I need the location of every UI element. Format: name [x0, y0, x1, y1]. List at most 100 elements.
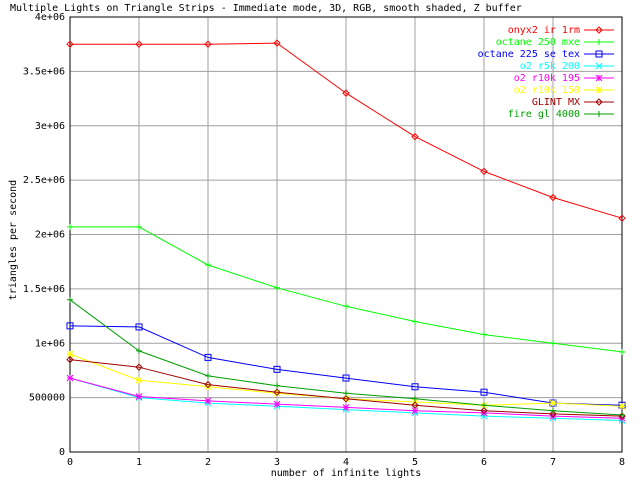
data-point: [343, 303, 349, 310]
data-point: [411, 132, 419, 141]
data-point: [342, 404, 350, 411]
data-point: [135, 376, 143, 384]
series: [66, 39, 626, 424]
plot-frame: [69, 16, 623, 453]
legend-label: octane 225 se tex: [478, 49, 580, 60]
data-point: [480, 388, 488, 396]
legend-label: o2 r5k 200: [520, 61, 580, 72]
data-point: [481, 402, 487, 409]
series-1: [67, 223, 625, 355]
data-point: [135, 393, 143, 400]
data-point: [550, 340, 556, 347]
data-point: [66, 355, 74, 364]
data-point: [342, 395, 350, 403]
data-point: [66, 40, 74, 48]
y-axis-ticks: 0 500000 1e+06 1.5e+06 2e+06 2.5e+06 3e+06 3.5e…: [23, 12, 65, 458]
data-point: [204, 397, 212, 405]
data-point: [480, 409, 488, 417]
data-point: [411, 401, 419, 409]
y-tick-label: 2e+06: [35, 230, 65, 241]
legend-marker: [595, 86, 603, 94]
data-point: [273, 365, 281, 373]
y-tick-label: 3e+06: [35, 121, 65, 132]
data-point: [480, 406, 488, 415]
data-point: [480, 412, 488, 420]
x-tick-label: 2: [205, 457, 211, 468]
legend-marker: [595, 74, 603, 82]
data-point: [135, 363, 143, 371]
x-tick-label: 8: [619, 457, 625, 468]
x-tick-label: 6: [481, 457, 487, 468]
data-point: [342, 89, 350, 97]
data-point: [204, 380, 212, 389]
data-point: [135, 323, 143, 331]
chart-title: Multiple Lights on Triangle Strips - Imm…: [10, 3, 522, 14]
data-point: [480, 167, 488, 176]
data-point: [342, 374, 350, 382]
y-tick-label: 500000: [29, 393, 65, 404]
x-tick-label: 4: [343, 457, 349, 468]
x-tick-label: 0: [67, 457, 73, 468]
y-tick-label: 3.5e+06: [23, 66, 65, 77]
x-axis-ticks: 0 1 2 3 4 5 6 7 8: [67, 457, 625, 468]
legend-marker: [596, 39, 602, 45]
data-point: [135, 40, 143, 48]
x-tick-label: 1: [136, 457, 142, 468]
data-point: [618, 214, 626, 222]
data-point: [66, 374, 74, 382]
data-point: [67, 296, 73, 303]
y-tick-label: 0: [59, 447, 65, 458]
data-point: [273, 389, 281, 397]
data-point: [273, 400, 281, 408]
x-tick-label: 7: [550, 457, 556, 468]
data-point: [273, 388, 281, 396]
x-tick-label: 3: [274, 457, 280, 468]
data-point: [136, 347, 142, 354]
data-point: [343, 390, 349, 397]
legend-label: o2 r10k 195: [514, 73, 580, 84]
y-axis-label: triangles per second: [8, 180, 19, 300]
y-tick-label: 4e+06: [35, 12, 65, 23]
series-7: [67, 296, 625, 419]
data-point: [411, 407, 419, 415]
data-point: [549, 399, 557, 407]
data-point: [204, 353, 212, 361]
y-tick-label: 2.5e+06: [23, 175, 65, 186]
data-point: [412, 395, 418, 402]
legend-label: fire gl 4000: [508, 109, 580, 120]
legend-label: octane 250 mxe: [496, 37, 580, 48]
legend-marker: [596, 111, 602, 117]
series-line: [69, 359, 623, 417]
data-point: [67, 223, 73, 230]
legend-marker: [595, 98, 603, 106]
data-point: [550, 407, 556, 414]
series-line: [70, 42, 623, 219]
data-point: [205, 372, 211, 379]
data-point: [549, 412, 557, 420]
legend-marker: [595, 26, 603, 34]
data-point: [481, 331, 487, 338]
series-line: [69, 325, 623, 406]
data-point: [549, 410, 557, 418]
series-0: [66, 39, 626, 222]
y-tick-label: 1e+06: [35, 338, 65, 349]
x-axis-label: number of infinite lights: [271, 468, 422, 479]
data-point: [549, 193, 557, 202]
data-point: [618, 402, 626, 410]
data-point: [274, 284, 280, 291]
legend-label: GLINT MX: [532, 97, 580, 108]
data-point: [205, 261, 211, 268]
data-point: [273, 39, 281, 47]
legend-marker: [595, 50, 603, 58]
data-point: [618, 414, 626, 422]
data-point: [274, 382, 280, 389]
data-point: [136, 223, 142, 230]
legend-label: onyx2 ir 1rm: [508, 25, 580, 36]
data-point: [411, 383, 419, 391]
y-tick-label: 1.5e+06: [23, 284, 65, 295]
series-4: [66, 374, 626, 422]
data-point: [66, 322, 74, 330]
x-tick-label: 5: [412, 457, 418, 468]
